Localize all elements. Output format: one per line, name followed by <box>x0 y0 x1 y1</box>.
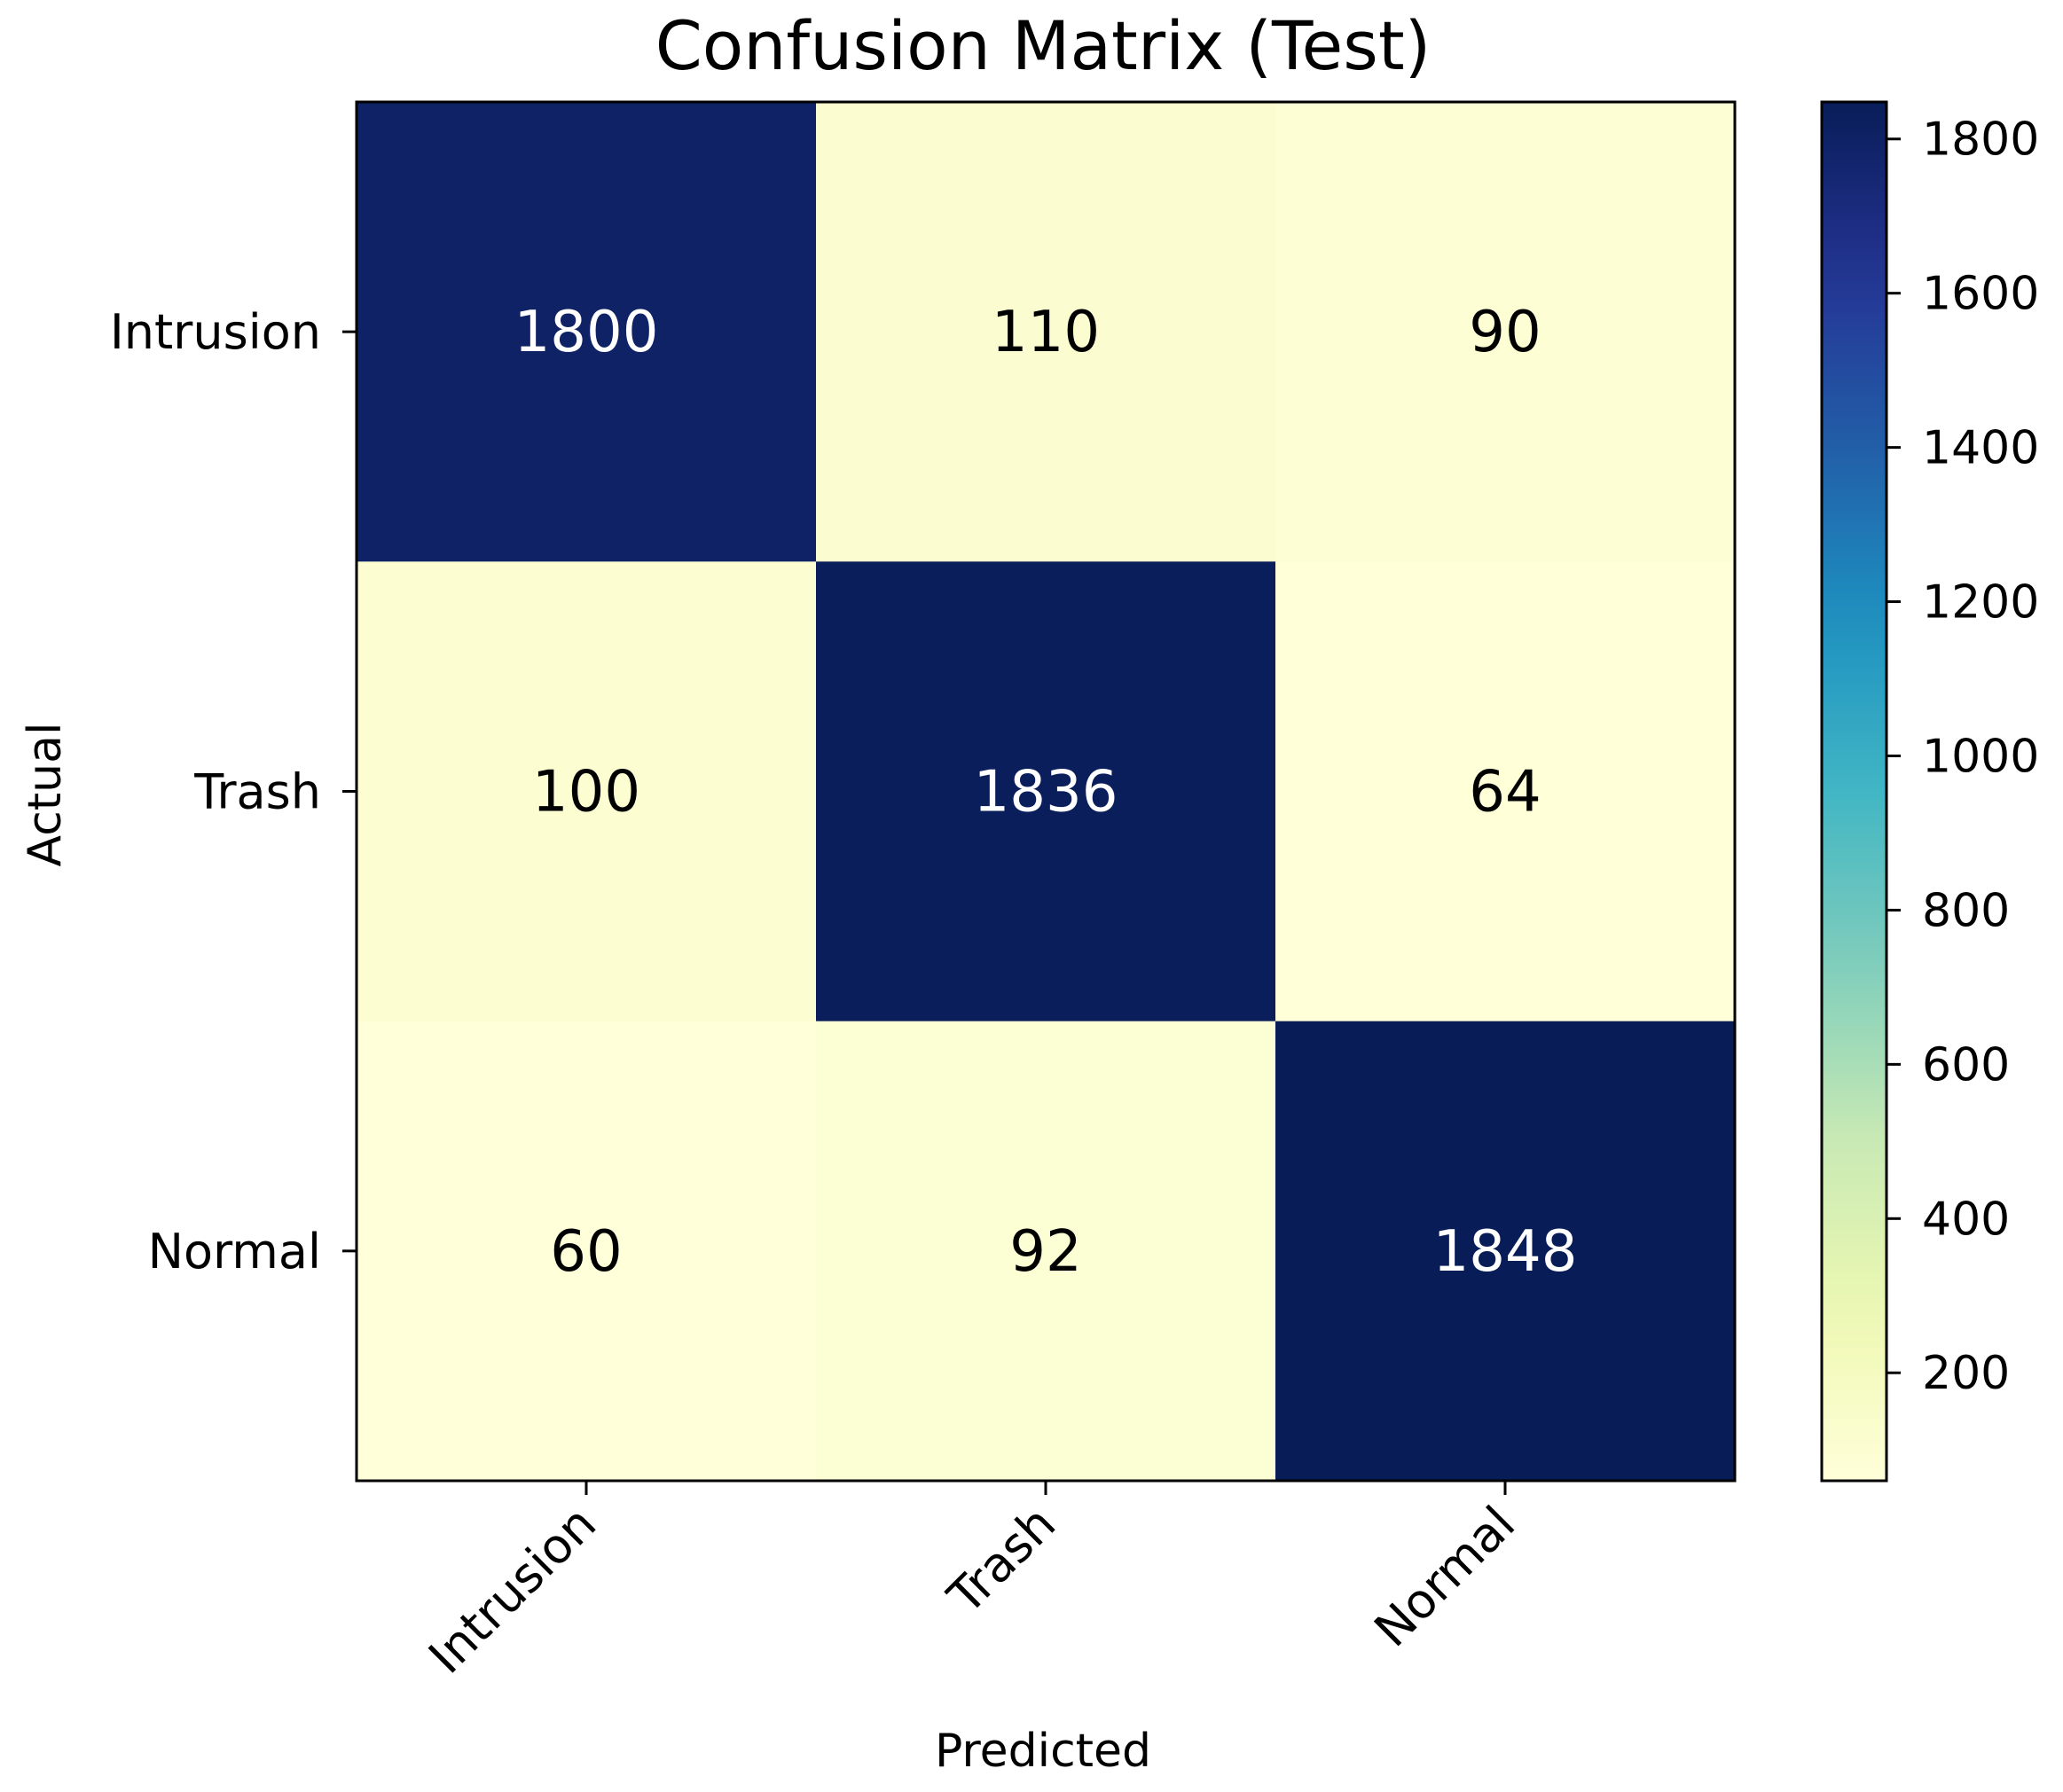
heatmap-cell <box>357 561 817 1022</box>
y-tick-label: Normal <box>148 1224 321 1279</box>
cell-value-label: 64 <box>1469 760 1541 826</box>
colorbar-tick-label: 1000 <box>1922 730 2039 783</box>
x-tick-label: Trash <box>937 1496 1066 1625</box>
cell-value-label: 100 <box>532 760 640 826</box>
y-tick-label: Trash <box>193 764 321 820</box>
x-axis-label: Predicted <box>935 1725 1151 1778</box>
heatmap-cells <box>357 102 1736 1482</box>
x-tick-label: Intrusion <box>418 1496 607 1685</box>
heatmap-cell <box>816 102 1276 562</box>
heatmap-cell <box>1275 102 1736 562</box>
heatmap-cell <box>816 561 1276 1022</box>
heatmap-cell <box>816 1021 1276 1482</box>
cell-labels: 1800 110 90 100 1836 64 60 92 1848 <box>514 300 1578 1285</box>
colorbar-tick-label: 600 <box>1922 1038 2010 1092</box>
cell-value-label: 1800 <box>514 300 659 365</box>
colorbar-tick-label: 800 <box>1922 884 2010 937</box>
cell-value-label: 60 <box>550 1219 622 1285</box>
colorbar <box>1820 100 1888 1483</box>
colorbar-tick-label: 1600 <box>1922 268 2039 321</box>
colorbar-tick-label: 1400 <box>1922 422 2039 475</box>
x-axis-ticks: Intrusion Trash Normal <box>418 1481 1526 1685</box>
heatmap-cell <box>1275 561 1736 1022</box>
y-axis-ticks: Intrusion Trash Normal <box>110 304 357 1279</box>
colorbar-tick-label: 400 <box>1922 1193 2010 1246</box>
cell-value-label: 92 <box>1009 1219 1081 1285</box>
cell-value-label: 90 <box>1469 300 1541 365</box>
y-axis-label: Actual <box>19 723 72 867</box>
cell-value-label: 1836 <box>974 760 1118 826</box>
colorbar-tick-label: 1200 <box>1922 576 2039 630</box>
heatmap-cell <box>357 1021 817 1482</box>
heatmap-cell <box>1275 1021 1736 1482</box>
colorbar-tick-label: 1800 <box>1922 113 2039 167</box>
cell-value-label: 1848 <box>1433 1219 1578 1285</box>
heatmap-cell <box>357 102 817 562</box>
colorbar-tick-label: 200 <box>1922 1347 2010 1400</box>
x-tick-label: Normal <box>1363 1496 1526 1658</box>
chart-title: Confusion Matrix (Test) <box>655 6 1432 85</box>
colorbar-ticks: 200 400 600 800 1000 1200 1400 1600 1800 <box>1887 113 2039 1400</box>
y-tick-label: Intrusion <box>110 304 321 360</box>
cell-value-label: 110 <box>992 300 1100 365</box>
